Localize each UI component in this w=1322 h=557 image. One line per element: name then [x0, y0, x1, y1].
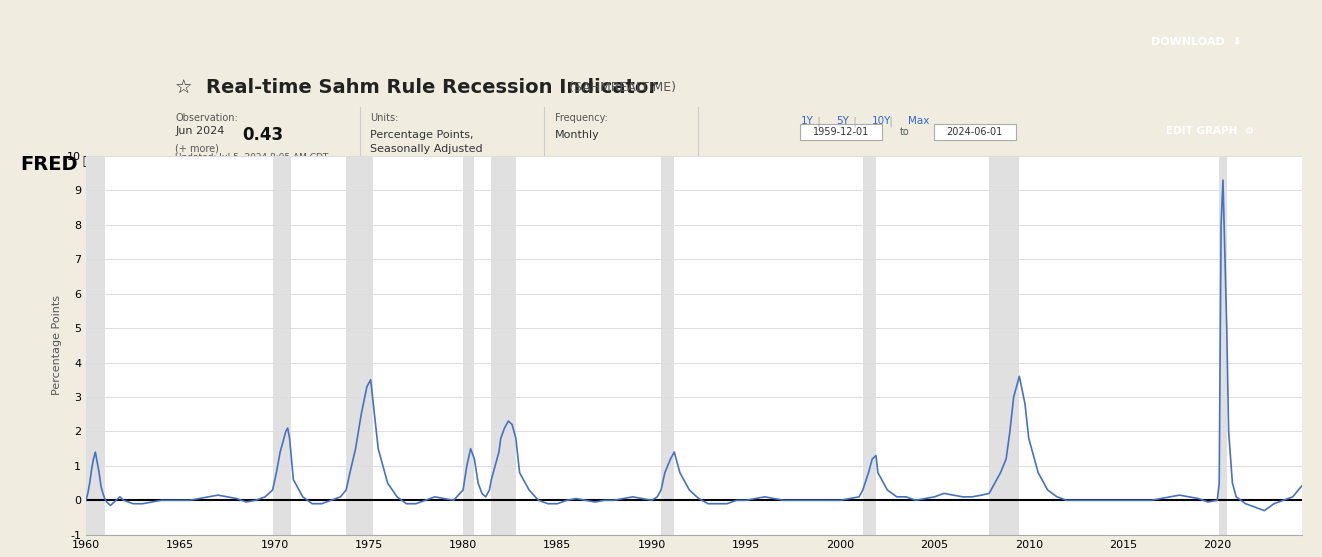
- Text: |: |: [850, 116, 859, 127]
- Text: Max: Max: [908, 116, 929, 126]
- Text: Jun 2024: Jun 2024: [176, 126, 231, 136]
- Text: Updated: Jul 5, 2024 8:05 AM CDT: Updated: Jul 5, 2024 8:05 AM CDT: [176, 153, 329, 162]
- Bar: [989, 156, 1019, 535]
- Text: —: —: [106, 157, 118, 170]
- Text: ☆  Real-time Sahm Rule Recession Indicator: ☆ Real-time Sahm Rule Recession Indicato…: [176, 77, 658, 97]
- Text: (+ more): (+ more): [176, 143, 219, 153]
- Text: Monthly: Monthly: [555, 130, 599, 140]
- Text: to: to: [900, 127, 910, 137]
- Text: FRED: FRED: [20, 155, 78, 174]
- Text: DOWNLOAD  ⬇: DOWNLOAD ⬇: [1151, 37, 1241, 47]
- Text: |: |: [814, 116, 824, 127]
- Text: Percentage Points,
Seasonally Adjusted: Percentage Points, Seasonally Adjusted: [370, 130, 483, 154]
- Text: Frequency:: Frequency:: [555, 114, 607, 124]
- FancyBboxPatch shape: [801, 124, 883, 140]
- Text: (SAHMREALTIME): (SAHMREALTIME): [564, 81, 676, 94]
- Bar: [86, 156, 104, 535]
- Text: Observation:: Observation:: [176, 114, 238, 124]
- Text: 1Y: 1Y: [801, 116, 813, 126]
- Text: 1959-12-01: 1959-12-01: [813, 127, 870, 137]
- Bar: [1219, 156, 1227, 535]
- Text: 10Y: 10Y: [873, 116, 891, 126]
- Text: Real-time Sahm Rule Recession Indicator: Real-time Sahm Rule Recession Indicator: [126, 157, 354, 167]
- Bar: [492, 156, 516, 535]
- Text: 2024-06-01: 2024-06-01: [947, 127, 1003, 137]
- Bar: [661, 156, 674, 535]
- Bar: [272, 156, 291, 535]
- FancyBboxPatch shape: [933, 124, 1015, 140]
- Bar: [463, 156, 475, 535]
- Text: EDIT GRAPH  ⚙: EDIT GRAPH ⚙: [1166, 126, 1253, 136]
- Text: 5Y: 5Y: [837, 116, 849, 126]
- Bar: [346, 156, 373, 535]
- Text: 0.43: 0.43: [242, 126, 283, 144]
- Text: 📈: 📈: [82, 155, 90, 168]
- Text: Units:: Units:: [370, 114, 398, 124]
- Y-axis label: Percentage Points: Percentage Points: [52, 295, 62, 395]
- Text: |: |: [886, 116, 895, 127]
- Bar: [863, 156, 876, 535]
